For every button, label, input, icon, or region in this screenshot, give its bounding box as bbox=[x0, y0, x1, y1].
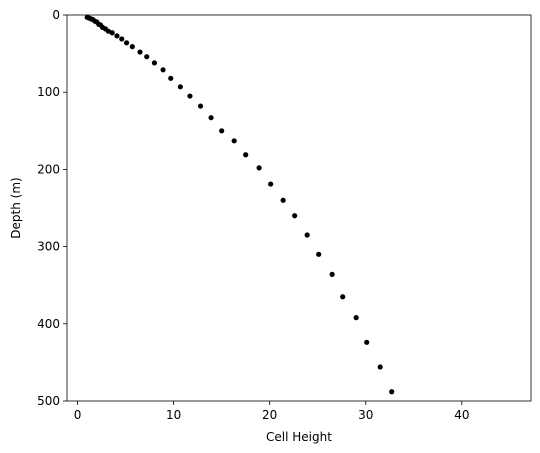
point bbox=[160, 67, 166, 73]
point bbox=[268, 181, 274, 187]
y-tick-label: 100 bbox=[37, 85, 60, 99]
point bbox=[187, 93, 193, 99]
point bbox=[177, 84, 183, 90]
point bbox=[114, 33, 120, 39]
point bbox=[280, 197, 286, 203]
point bbox=[119, 36, 125, 42]
point bbox=[219, 128, 225, 134]
point bbox=[197, 103, 204, 109]
point bbox=[151, 60, 158, 66]
x-tick-label: 40 bbox=[454, 408, 469, 422]
x-tick-label: 20 bbox=[262, 408, 277, 422]
point bbox=[109, 30, 115, 36]
plot-frame bbox=[66, 14, 532, 402]
y-axis-label: Depth (m) bbox=[9, 177, 23, 238]
point bbox=[144, 54, 150, 60]
x-tick-label: 10 bbox=[166, 408, 181, 422]
y-tick-label: 400 bbox=[37, 317, 60, 331]
point bbox=[168, 75, 174, 81]
point bbox=[304, 232, 310, 238]
point bbox=[316, 251, 322, 257]
point bbox=[377, 364, 383, 370]
point bbox=[137, 49, 143, 55]
point bbox=[123, 40, 130, 46]
y-tick-label: 300 bbox=[37, 240, 60, 254]
point bbox=[329, 271, 335, 277]
point bbox=[243, 152, 249, 158]
point bbox=[129, 44, 135, 50]
point bbox=[292, 213, 298, 219]
point bbox=[256, 165, 262, 171]
x-tick-label: 30 bbox=[358, 408, 373, 422]
point bbox=[389, 389, 395, 395]
y-tick-label: 200 bbox=[37, 162, 60, 176]
y-tick-label: 500 bbox=[37, 394, 60, 408]
y-tick-label: 0 bbox=[52, 8, 60, 22]
point bbox=[353, 315, 359, 321]
x-tick-label: 0 bbox=[74, 408, 82, 422]
point bbox=[340, 294, 346, 300]
point bbox=[208, 115, 214, 121]
x-axis-label: Cell Height bbox=[266, 430, 332, 444]
point bbox=[364, 339, 370, 345]
point bbox=[231, 138, 237, 144]
